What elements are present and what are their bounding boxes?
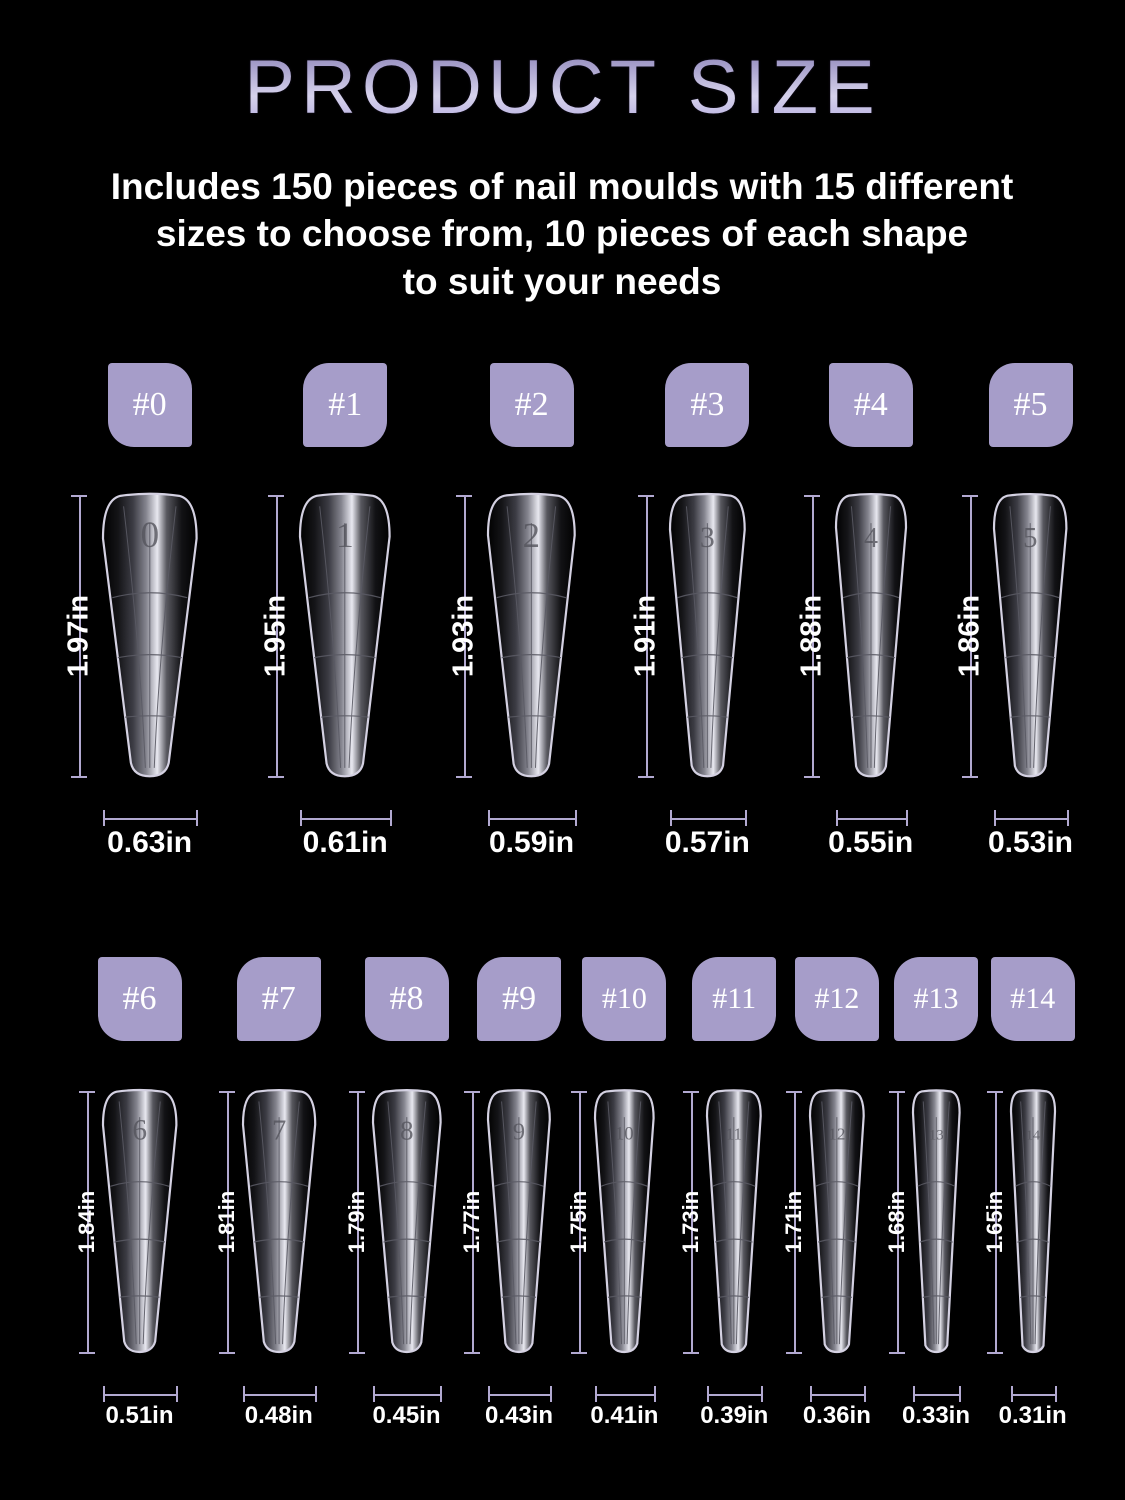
svg-text:6: 6	[132, 1114, 147, 1146]
svg-text:14: 14	[1026, 1127, 1040, 1143]
svg-text:12: 12	[828, 1124, 845, 1143]
svg-text:5: 5	[1023, 522, 1037, 554]
svg-text:8: 8	[400, 1115, 414, 1145]
svg-text:11: 11	[726, 1124, 743, 1143]
svg-text:10: 10	[615, 1123, 634, 1144]
svg-text:1: 1	[336, 515, 354, 555]
svg-text:9: 9	[513, 1118, 525, 1145]
svg-text:2: 2	[523, 517, 540, 555]
svg-text:4: 4	[864, 523, 878, 554]
svg-text:7: 7	[272, 1114, 286, 1146]
svg-text:13: 13	[929, 1127, 944, 1143]
svg-text:3: 3	[700, 521, 715, 554]
svg-text:0: 0	[140, 515, 159, 556]
